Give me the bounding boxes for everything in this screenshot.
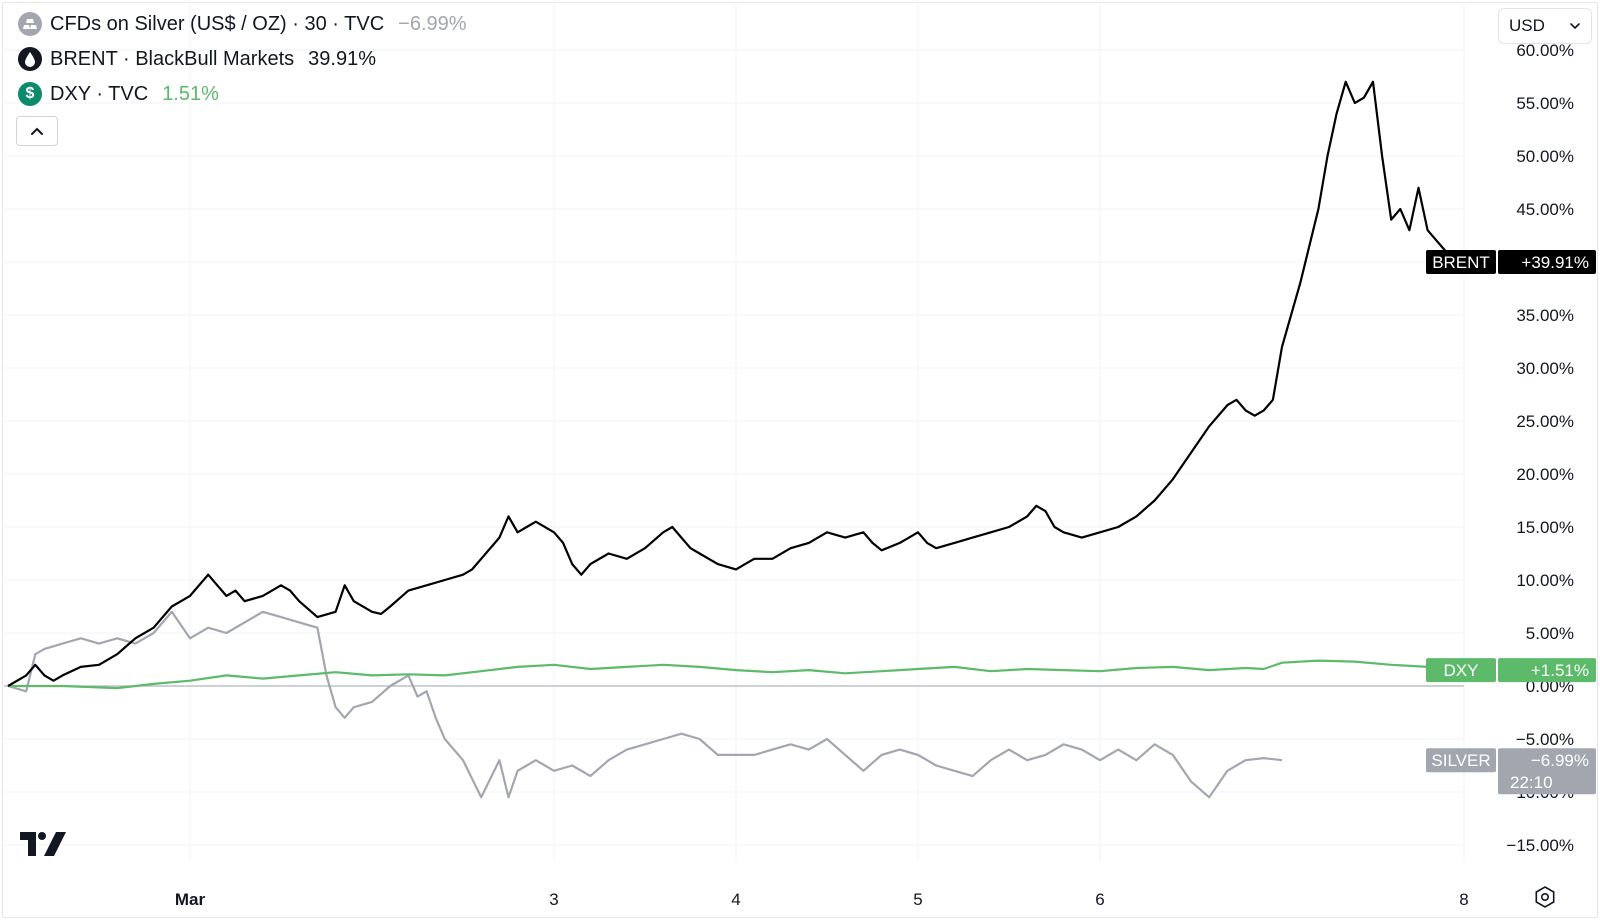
- silver-bars-icon: [18, 12, 42, 36]
- series-value-tag: +39.91%: [1521, 253, 1589, 272]
- series-line-dxy[interactable]: [8, 659, 1465, 690]
- y-tick-label: 55.00%: [1516, 94, 1574, 113]
- legend-dxy-value: 1.51%: [162, 82, 219, 105]
- y-axis-ticks: 60.00%55.00%50.00%45.00%40.00%35.00%30.0…: [1506, 41, 1574, 855]
- legend-brent[interactable]: BRENT · BlackBull Markets 39.91%: [18, 44, 376, 74]
- bar-countdown-label: 22:10: [1510, 773, 1553, 792]
- series-value-tag: +1.51%: [1531, 661, 1589, 680]
- legend-silver[interactable]: CFDs on Silver (US$ / OZ) · 30 · TVC −6.…: [18, 9, 467, 39]
- x-tick-label: 6: [1095, 890, 1104, 909]
- x-tick-label: 3: [549, 890, 558, 909]
- legend-brent-title: BRENT · BlackBull Markets: [50, 47, 295, 70]
- currency-value: USD: [1509, 16, 1545, 35]
- oil-drop-icon: [18, 47, 42, 71]
- x-tick-label: Mar: [175, 890, 206, 909]
- price-label-dxy: DXY +1.51%: [1426, 658, 1596, 683]
- y-tick-label: 25.00%: [1516, 412, 1574, 431]
- y-tick-label: 20.00%: [1516, 465, 1574, 484]
- y-tick-label: 30.00%: [1516, 359, 1574, 378]
- series-name-tag: DXY: [1444, 661, 1479, 680]
- last-value-labels: BRENT +39.91% DXY +1.51% SILVER −6.99% 22:10: [1426, 250, 1596, 795]
- series-name-tag: SILVER: [1431, 751, 1490, 770]
- x-tick-label: 4: [731, 890, 740, 909]
- y-tick-label: 10.00%: [1516, 571, 1574, 590]
- y-tick-label: 50.00%: [1516, 147, 1574, 166]
- y-tick-label: 45.00%: [1516, 200, 1574, 219]
- series-line-brent[interactable]: [7, 80, 1465, 687]
- x-axis-ticks: Mar 3 4 5 6 8: [175, 890, 1469, 909]
- settings-gear-icon[interactable]: [1534, 886, 1556, 908]
- chevron-up-icon: [31, 127, 43, 135]
- series-name-tag: BRENT: [1432, 253, 1490, 272]
- legend-dxy[interactable]: $ DXY · TVC 1.51%: [18, 79, 219, 109]
- x-tick-label: 8: [1459, 890, 1468, 909]
- legend-brent-value: 39.91%: [308, 47, 376, 70]
- currency-select[interactable]: USD: [1498, 8, 1592, 44]
- y-tick-label: 5.00%: [1526, 624, 1574, 643]
- series-lines: [7, 80, 1465, 799]
- y-tick-label: 60.00%: [1516, 41, 1574, 60]
- grid-lines: [4, 2, 1465, 862]
- legend-dxy-title: DXY · TVC: [50, 82, 149, 105]
- series-value-tag: −6.99%: [1531, 751, 1589, 770]
- tradingview-logo-icon: [20, 832, 66, 856]
- price-label-silver: SILVER −6.99% 22:10: [1426, 748, 1596, 795]
- legend-silver-title: CFDs on Silver (US$ / OZ) · 30 · TVC: [50, 12, 385, 35]
- legend-silver-value: −6.99%: [398, 12, 467, 35]
- chevron-down-icon: [1570, 23, 1580, 30]
- y-tick-label: 35.00%: [1516, 306, 1574, 325]
- y-tick-label: 15.00%: [1516, 518, 1574, 537]
- dollar-icon: $: [18, 82, 42, 106]
- y-tick-label: −15.00%: [1506, 836, 1574, 855]
- series-line-silver[interactable]: [7, 610, 1283, 799]
- x-tick-label: 5: [913, 890, 922, 909]
- collapse-legend-button[interactable]: [16, 116, 58, 146]
- y-tick-label: −5.00%: [1516, 730, 1574, 749]
- price-label-brent: BRENT +39.91%: [1426, 250, 1596, 274]
